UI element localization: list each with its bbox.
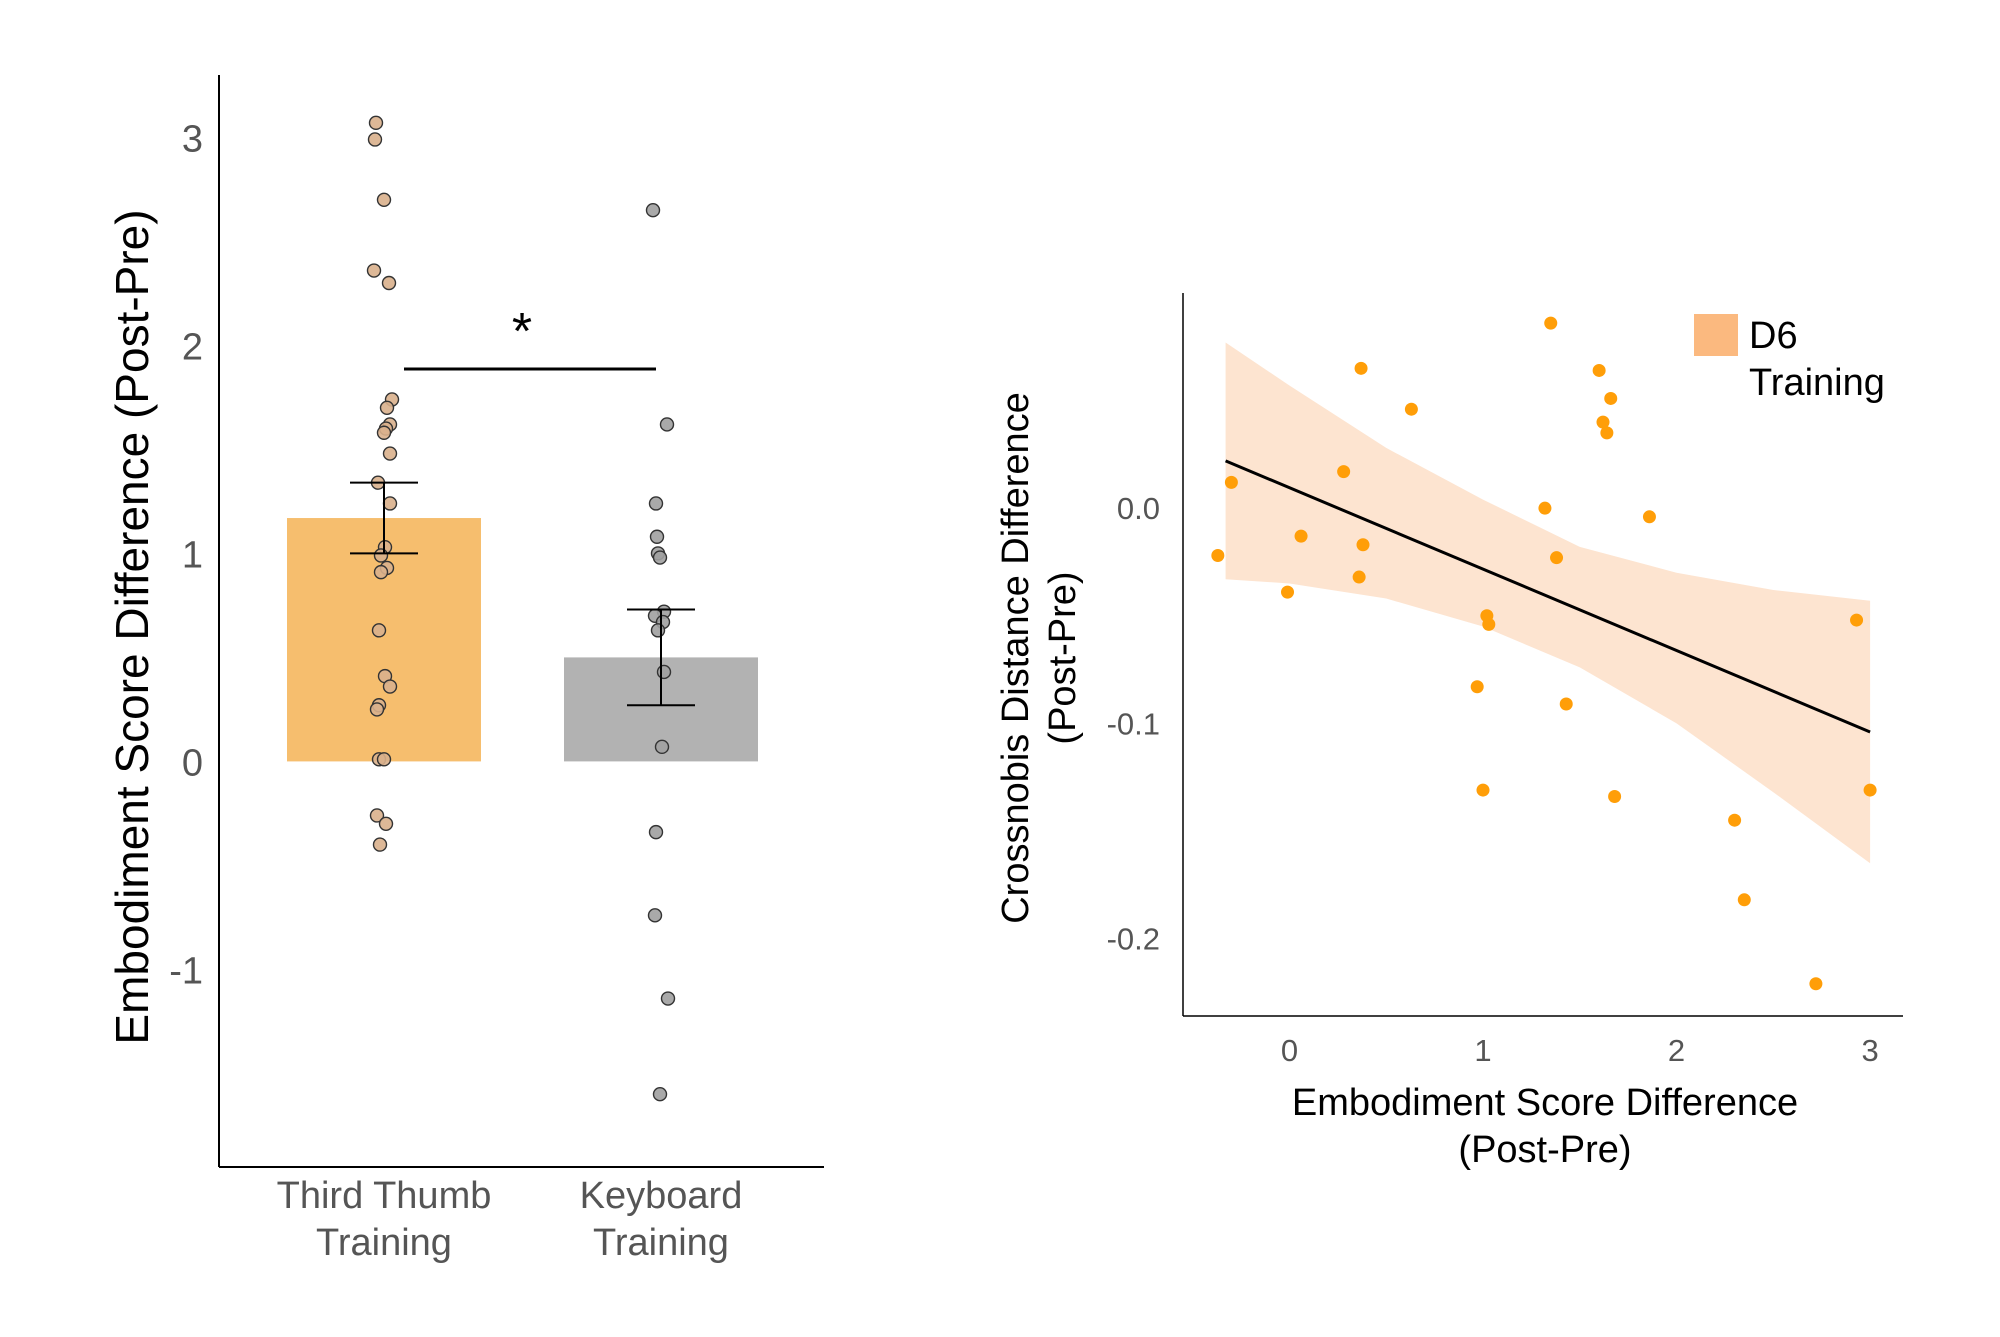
left-y-axis-title: Embodiment Score Difference (Post-Pre) [106,209,158,1044]
scatter-point [1211,549,1225,563]
scatter-point [1352,570,1366,584]
scatter-point [1550,551,1564,565]
data-point [382,446,398,461]
y-tick-label-right: -0.1 [1107,706,1160,741]
significance-star: * [512,303,532,361]
data-point [649,529,665,544]
scatter-point [1224,475,1238,489]
data-point [650,623,666,638]
data-point [369,808,385,823]
scatter-point [1538,501,1552,515]
scatter-point [1592,363,1606,377]
legend-label: D6 [1749,315,1798,357]
legend-label-line2: Training [1749,362,1885,404]
scatter-point [1476,783,1490,797]
x-tick-label-third-thumb-line2: Training [316,1222,452,1264]
data-point [366,263,382,278]
scatter-point [1642,510,1656,524]
data-point [648,824,664,840]
scatter-point [1850,613,1864,627]
y-tick-label: 0 [182,742,203,784]
scatter-point [1354,361,1368,375]
x-tick-label-right: 1 [1474,1033,1491,1068]
scatter-point [1337,465,1351,479]
data-point [369,702,385,717]
y-tick-label: 2 [182,326,203,368]
data-point [382,496,398,511]
y-tick-label-right: 0.0 [1117,491,1160,526]
data-point [376,752,392,767]
data-point [371,623,387,638]
scatter-point [1863,783,1877,797]
scatter-point [1404,402,1418,416]
right-y-axis-title: Crossnobis Distance Difference [995,392,1037,924]
data-point [372,837,388,852]
scatter-point [1600,426,1614,440]
bar-chart-panel: -1 0 1 2 3 * Embodiment Score Difference (Po… [106,75,824,1264]
x-tick-label-right: 3 [1861,1033,1878,1068]
y-tick-label-right: -0.2 [1107,922,1160,957]
data-point [648,496,664,511]
y-tick-label: -1 [169,950,203,992]
data-point [659,417,675,432]
data-point [652,550,668,565]
data-point [367,132,383,147]
scatter-point [1544,316,1558,330]
scatter-point [1281,585,1295,599]
legend-swatch [1694,314,1738,356]
x-tick-label-keyboard-line2: Training [593,1222,729,1264]
data-point [368,115,384,131]
scatter-point [1809,977,1823,991]
right-x-axis-title: Embodiment Score Difference [1292,1082,1798,1124]
data-point [382,679,398,694]
data-point [379,400,395,415]
scatter-point [1596,415,1610,429]
data-point [373,548,389,563]
data-point [373,564,389,580]
scatter-point [1356,538,1370,552]
scatter-point [1728,813,1742,827]
data-point [376,425,392,440]
data-point [656,664,672,680]
y-tick-label: 3 [182,118,203,160]
x-tick-label-right: 2 [1668,1033,1685,1068]
data-point [645,202,661,218]
scatter-point [1737,893,1751,907]
x-tick-label-third-thumb: Third Thumb [277,1175,492,1217]
confidence-band [1225,342,1871,864]
right-y-axis-title-line2: (Post-Pre) [1042,571,1084,744]
scatter-point [1294,529,1308,543]
scatter-point [1608,790,1622,804]
legend: D6 Training [1694,314,1885,404]
scatter-point [1559,697,1573,711]
data-point [378,816,394,831]
x-tick-label-right: 0 [1281,1033,1298,1068]
data-point [381,275,397,291]
scatter-point [1604,391,1618,405]
data-point [652,1086,668,1102]
scatter-point [1482,617,1496,631]
data-point [376,192,392,208]
regression-line [1224,459,1871,734]
data-point [654,739,670,755]
y-tick-label: 1 [182,534,203,576]
scatter-chart-panel: -0.2 -0.1 0.0 0 1 2 3 Embodiment Score Differ… [995,293,1903,1171]
right-x-axis-title-line2: (Post-Pre) [1458,1129,1631,1171]
data-point [660,991,676,1006]
data-point [647,908,663,923]
x-tick-label-keyboard: Keyboard [580,1175,743,1217]
scatter-point [1470,680,1484,694]
